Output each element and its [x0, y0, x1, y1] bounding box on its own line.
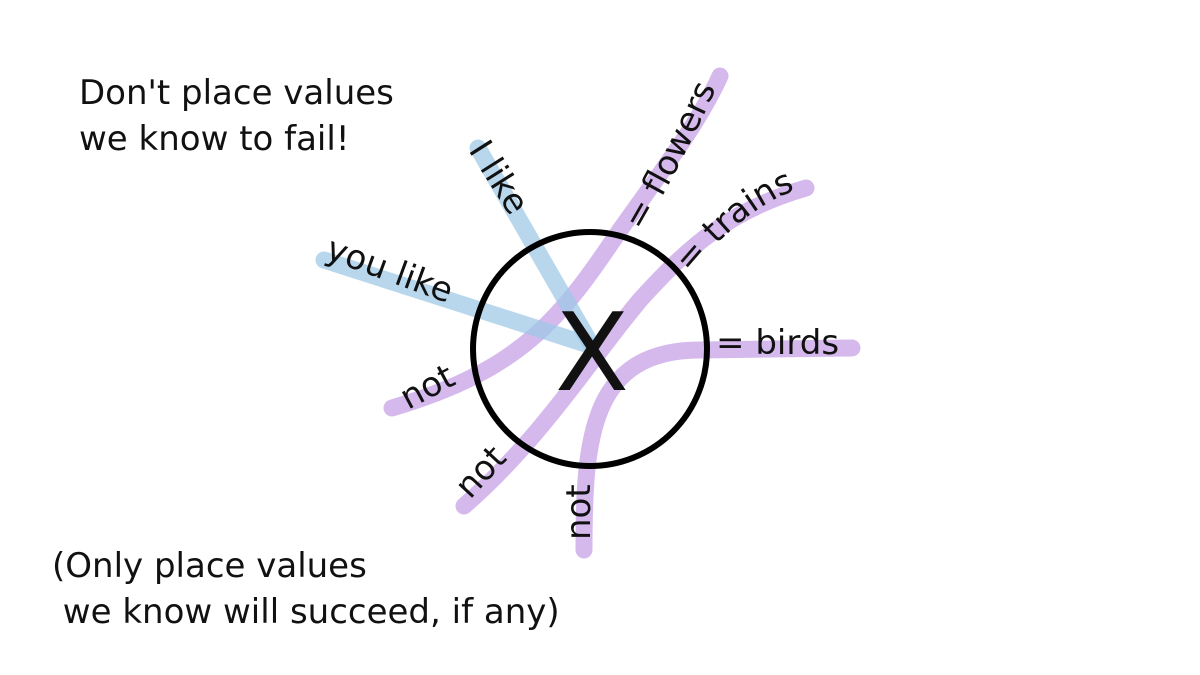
birds-text: = birds [716, 323, 839, 363]
not-trains-label: not [447, 438, 514, 506]
top-note: Don't place values we know to fail! [79, 73, 394, 159]
node-circle [470, 229, 710, 469]
birds-stroke [575, 339, 861, 559]
not-birds-text: not [559, 484, 599, 540]
you-like-stroke [315, 251, 601, 355]
node-label: X [555, 291, 629, 416]
you-like-label: you like [321, 229, 458, 312]
flowers-stroke [383, 67, 729, 417]
bottom-note: (Only place values we know will succeed,… [52, 546, 560, 632]
you-like-text: you like [321, 229, 458, 312]
not-birds-label: not [559, 484, 599, 540]
birds-label: = birds [716, 323, 839, 363]
not-trains-text: not [447, 438, 514, 506]
trains-text: = trains [666, 161, 798, 279]
trains-label: = trains [666, 161, 798, 279]
